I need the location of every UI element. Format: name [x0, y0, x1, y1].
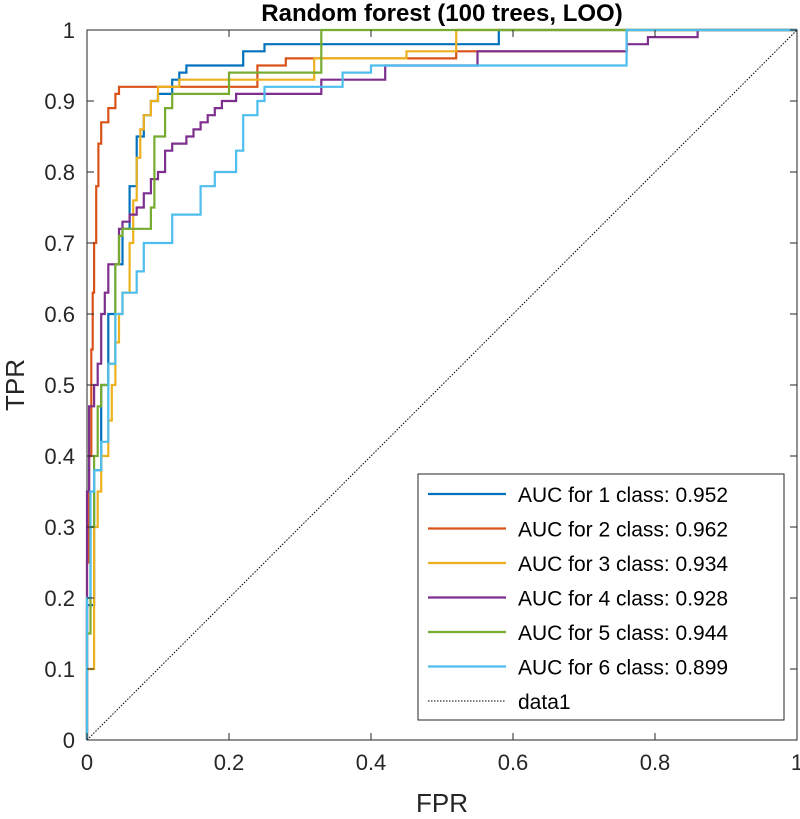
x-tick-label: 0.6 — [498, 750, 529, 775]
x-axis-ticks: 0 0.2 0.4 0.6 0.8 1 — [81, 30, 800, 775]
y-tick-label: 0.1 — [44, 657, 75, 682]
legend: AUC for 1 class: 0.952 AUC for 2 class: 0… — [417, 473, 785, 721]
legend-label: AUC for 2 class: 0.962 — [518, 519, 728, 542]
roc-curve-class-2 — [85, 28, 797, 740]
roc-curve-class-6 — [85, 28, 797, 740]
y-tick-label: 0.3 — [44, 515, 75, 540]
y-tick-label: 0.7 — [44, 231, 75, 256]
x-axis-label: FPR — [416, 788, 468, 818]
x-tick-label: 1 — [791, 750, 800, 775]
legend-label: AUC for 6 class: 0.899 — [518, 657, 728, 680]
y-tick-label: 0.4 — [44, 444, 75, 469]
legend-label: data1 — [518, 691, 571, 714]
diagonal-reference-line — [86, 29, 798, 741]
y-axis-label: TPR — [0, 359, 30, 411]
y-tick-label: 0.6 — [44, 302, 75, 327]
y-tick-label: 0.8 — [44, 160, 75, 185]
x-tick-label: 0.4 — [356, 750, 387, 775]
plot-area — [85, 28, 798, 741]
legend-label: AUC for 1 class: 0.952 — [518, 484, 728, 507]
y-tick-label: 0 — [63, 728, 75, 753]
roc-curve-class-4 — [85, 28, 797, 740]
x-tick-label: 0.2 — [214, 750, 245, 775]
legend-label: AUC for 4 class: 0.928 — [518, 588, 728, 611]
y-tick-label: 1 — [63, 18, 75, 43]
y-axis-ticks: 0 0.1 0.2 0.3 0.4 0.5 0.6 0.7 0.8 0.9 1 — [44, 18, 797, 753]
legend-label: AUC for 5 class: 0.944 — [518, 622, 728, 645]
x-tick-label: 0 — [81, 750, 93, 775]
y-tick-label: 0.2 — [44, 586, 75, 611]
y-tick-label: 0.5 — [44, 373, 75, 398]
chart-title: Random forest (100 trees, LOO) — [261, 0, 622, 27]
y-tick-label: 0.9 — [44, 89, 75, 114]
roc-curve-class-5 — [85, 28, 797, 740]
legend-label: AUC for 3 class: 0.934 — [518, 553, 728, 576]
x-tick-label: 0.8 — [640, 750, 671, 775]
